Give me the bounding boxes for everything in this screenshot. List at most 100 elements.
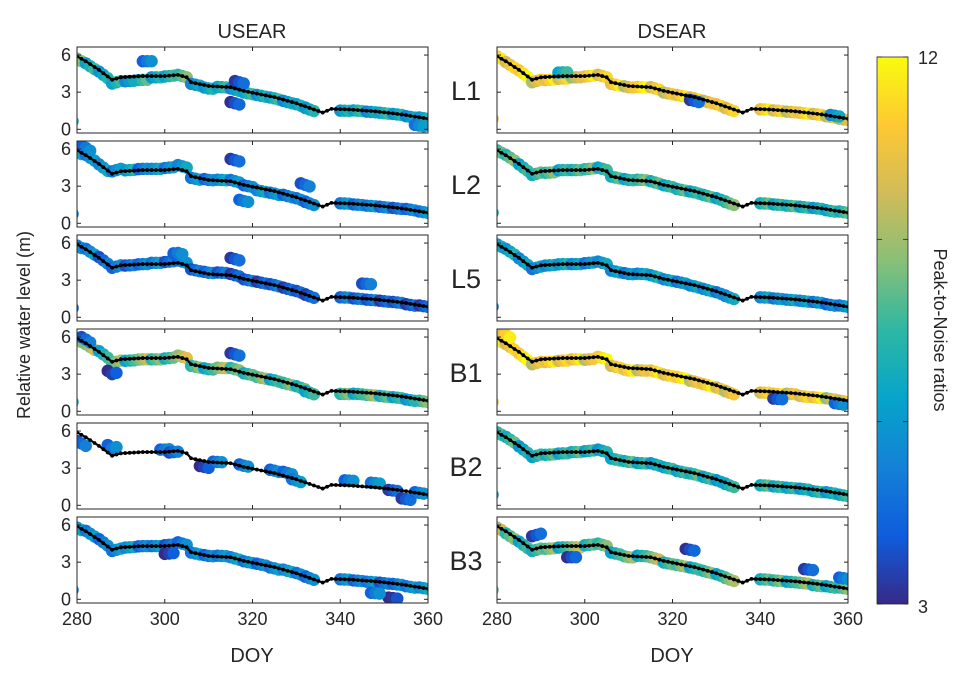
reference-point (404, 301, 408, 306)
reference-point (666, 371, 671, 376)
reference-point (683, 469, 688, 474)
reference-point (819, 112, 824, 117)
reference-point (837, 491, 842, 496)
reference-point (841, 116, 846, 120)
reference-point (202, 553, 207, 557)
reference-point (749, 482, 754, 487)
reference-point (780, 296, 785, 301)
reference-point (723, 480, 728, 485)
reference-point (517, 67, 521, 72)
reference-point (101, 353, 106, 358)
reference-point (189, 80, 193, 85)
reference-point (596, 260, 600, 265)
reference-point (386, 298, 391, 303)
reference-point (421, 398, 426, 402)
reference-point (329, 200, 334, 205)
reference-point (600, 450, 605, 454)
reference-point (154, 262, 158, 266)
reference-point (653, 368, 657, 373)
reference-point (705, 98, 710, 103)
reference-point (268, 564, 272, 569)
reference-point (802, 110, 807, 115)
reference-point (661, 89, 666, 93)
reference-point (167, 543, 172, 548)
reference-point (674, 561, 679, 566)
reference-point (268, 282, 272, 287)
reference-point (617, 552, 622, 557)
reference-point (355, 484, 360, 489)
reference-point (648, 461, 653, 466)
reference-point (837, 115, 842, 120)
reference-point (604, 357, 609, 362)
reference-point (312, 483, 316, 488)
reference-point (303, 292, 308, 297)
scatter-point (303, 180, 316, 193)
reference-point (391, 205, 395, 210)
reference-point (312, 201, 316, 206)
reference-point (373, 485, 378, 490)
reference-point (118, 545, 123, 550)
reference-point (298, 196, 303, 201)
reference-point (176, 354, 180, 359)
reference-point (158, 74, 163, 78)
reference-point (197, 552, 202, 557)
reference-point (303, 104, 308, 109)
reference-point (184, 451, 189, 456)
reference-point (569, 450, 574, 454)
reference-point (793, 203, 798, 208)
reference-point (701, 567, 706, 572)
reference-point (767, 483, 771, 488)
reference-point (83, 529, 88, 534)
reference-point (110, 171, 114, 176)
reference-point (276, 378, 281, 383)
reference-point (298, 102, 303, 107)
reference-point (246, 183, 251, 188)
reference-point (351, 577, 356, 582)
reference-point (105, 544, 110, 549)
reference-point (591, 73, 596, 78)
reference-point (701, 97, 706, 102)
reference-point (732, 295, 736, 300)
reference-point (127, 74, 132, 79)
reference-point (609, 174, 613, 179)
reference-point (521, 541, 526, 546)
reference-point (811, 487, 815, 492)
reference-point (246, 89, 251, 94)
reference-point (105, 262, 110, 267)
reference-point (162, 544, 167, 548)
reference-point (158, 168, 163, 172)
reference-point (79, 338, 84, 343)
y-tick-label: 0 (61, 589, 71, 609)
reference-point (360, 202, 365, 207)
reference-point (193, 175, 198, 180)
reference-point (114, 452, 119, 457)
reference-point (254, 185, 259, 190)
reference-point (118, 357, 123, 362)
reference-point (631, 554, 635, 559)
reference-point (749, 576, 754, 581)
reference-point (679, 92, 684, 97)
reference-point (136, 168, 141, 173)
reference-point (250, 90, 255, 95)
reference-point (653, 462, 657, 467)
reference-point (88, 250, 93, 255)
reference-point (333, 201, 338, 205)
reference-point (574, 74, 578, 78)
reference-point (578, 262, 583, 266)
reference-point (391, 581, 395, 586)
reference-point (824, 301, 828, 306)
reference-point (373, 579, 378, 584)
scatter-point (364, 277, 378, 291)
reference-point (189, 174, 193, 179)
reference-point (162, 168, 167, 172)
reference-point (600, 168, 605, 172)
reference-point (342, 577, 347, 582)
reference-point (617, 270, 622, 275)
reference-point (307, 482, 312, 486)
reference-point (132, 450, 136, 455)
reference-point (408, 395, 413, 400)
reference-point (841, 210, 846, 214)
reference-point (582, 74, 587, 78)
reference-point (408, 489, 413, 494)
